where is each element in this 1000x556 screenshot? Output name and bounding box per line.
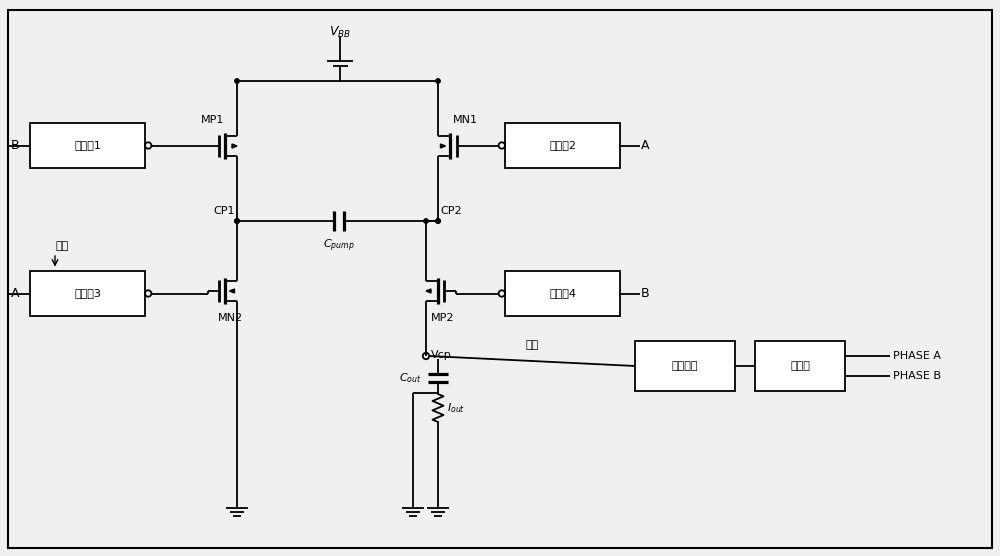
Text: MP2: MP2 (431, 313, 455, 323)
Circle shape (436, 79, 440, 83)
Bar (30, 271, 145, 316)
Circle shape (436, 219, 440, 223)
Bar (30, 123, 145, 168)
Polygon shape (440, 144, 446, 148)
Text: B: B (11, 139, 19, 152)
Text: CP1: CP1 (214, 206, 235, 216)
Text: 驱动器1: 驱动器1 (74, 141, 101, 151)
Circle shape (436, 219, 440, 223)
Bar (505, 271, 620, 316)
Text: 驱动器4: 驱动器4 (549, 289, 576, 299)
Text: B: B (641, 287, 649, 300)
Polygon shape (230, 289, 235, 293)
Circle shape (235, 219, 239, 223)
Polygon shape (426, 289, 431, 293)
Text: 驱动器2: 驱动器2 (549, 141, 576, 151)
Text: MN2: MN2 (217, 313, 243, 323)
Bar (505, 123, 620, 168)
Text: 振荡器: 振荡器 (790, 361, 810, 371)
Text: MP1: MP1 (201, 115, 225, 125)
Text: A: A (641, 139, 649, 152)
Text: 采样: 采样 (525, 340, 539, 350)
Text: 驱动器3: 驱动器3 (74, 289, 101, 299)
Text: PHASE A: PHASE A (893, 351, 941, 361)
Bar (755, 341, 845, 391)
Text: A: A (11, 287, 19, 300)
Circle shape (235, 219, 239, 223)
Text: PHASE B: PHASE B (893, 371, 941, 381)
Text: MN1: MN1 (452, 115, 478, 125)
Bar (635, 341, 735, 391)
Circle shape (424, 219, 428, 223)
Text: 采样: 采样 (55, 241, 68, 251)
Polygon shape (232, 144, 237, 148)
Text: 反馈控制: 反馈控制 (672, 361, 698, 371)
Text: $C_{out}$: $C_{out}$ (399, 371, 422, 385)
Text: CP2: CP2 (440, 206, 462, 216)
Circle shape (235, 79, 239, 83)
Text: $C_{pump}$: $C_{pump}$ (323, 238, 355, 255)
Text: $V_{BB}$: $V_{BB}$ (329, 24, 351, 39)
Text: $I_{out}$: $I_{out}$ (447, 401, 465, 415)
Text: Vcp: Vcp (431, 350, 452, 360)
